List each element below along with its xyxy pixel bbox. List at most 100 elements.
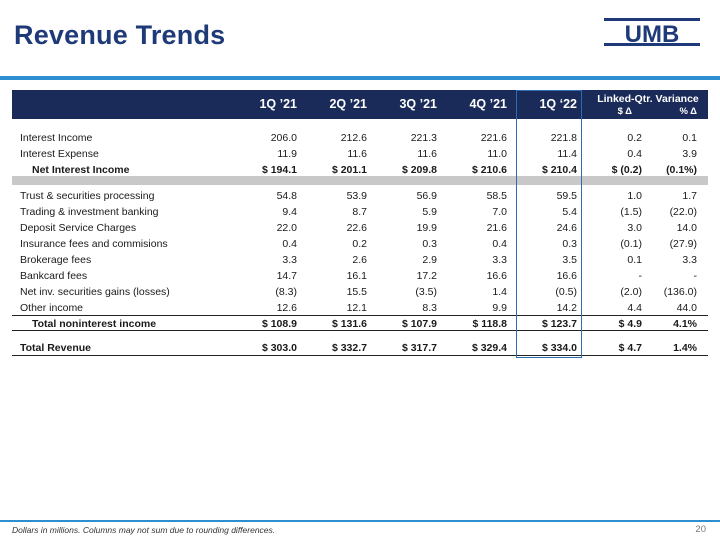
row-cell: $ 329.4 <box>471 342 507 354</box>
row-cell: 16.6 <box>556 270 577 282</box>
row-cell: $ 131.6 <box>331 318 367 330</box>
row-cell: 54.8 <box>276 190 297 202</box>
row-cell: (3.5) <box>415 286 437 298</box>
row-cell: 1.0 <box>627 190 642 202</box>
row-cell: (27.9) <box>669 238 697 250</box>
header-period-4: 4Q ’21 <box>469 97 507 111</box>
row-cell: 0.4 <box>282 238 297 250</box>
table-row: Trading & investment banking 9.4 8.7 5.9 7.0… <box>12 204 708 220</box>
row-cell: $ 332.7 <box>331 342 367 354</box>
row-cell: 1.4 <box>492 286 507 298</box>
row-cell: $ 210.4 <box>541 164 577 176</box>
row-cell: (1.5) <box>620 206 642 218</box>
row-cell: - <box>638 270 643 282</box>
row-cell: (22.0) <box>669 206 697 218</box>
table-row: Other income 12.6 12.1 8.3 9.9 14.2 4.4 44.0 <box>12 300 708 316</box>
row-cell: $ 4.7 <box>618 342 642 354</box>
row-cell: 59.5 <box>556 190 577 202</box>
row-cell: $ 108.9 <box>261 318 297 330</box>
row-cell: (0.1%) <box>666 164 697 176</box>
row-label: Other income <box>20 302 84 314</box>
header-period-1: 1Q ’21 <box>259 97 297 111</box>
row-cell: 0.4 <box>627 148 642 160</box>
row-cell: $ 118.8 <box>472 318 507 330</box>
header-period-5: 1Q ‘22 <box>539 97 577 111</box>
row-label: Trust & securities processing <box>20 190 155 202</box>
row-cell: 58.5 <box>486 190 507 202</box>
header-variance-dollar: $ Δ <box>617 106 632 117</box>
title-divider <box>0 76 720 80</box>
row-cell: $ 201.1 <box>331 164 367 176</box>
row-label: Brokerage fees <box>20 254 92 266</box>
row-cell: 24.6 <box>556 222 577 234</box>
page-title: Revenue Trends <box>14 20 226 50</box>
row-cell: 53.9 <box>346 190 367 202</box>
header-period-2: 2Q ’21 <box>329 97 367 111</box>
row-cell: 16.1 <box>346 270 367 282</box>
row-cell: 0.3 <box>422 238 437 250</box>
row-cell: 0.3 <box>562 238 577 250</box>
row-cell: - <box>693 270 698 282</box>
table-row: Total Revenue $ 303.0 $ 332.7 $ 317.7 $ 329.… <box>12 340 708 356</box>
row-cell: 212.6 <box>340 132 367 144</box>
row-label: Trading & investment banking <box>20 206 159 218</box>
row-cell: (136.0) <box>663 286 697 298</box>
row-cell: $ 303.0 <box>261 342 297 354</box>
row-cell: 3.3 <box>682 254 697 266</box>
row-cell: 8.7 <box>352 206 367 218</box>
header-variance-pct: % Δ <box>679 106 697 117</box>
row-cell: $ 209.8 <box>401 164 437 176</box>
section-separator <box>12 176 708 185</box>
header-variance-title: Linked-Qtr. Variance <box>597 93 699 105</box>
row-cell: 5.9 <box>422 206 437 218</box>
row-label: Deposit Service Charges <box>20 222 137 234</box>
row-cell: 9.9 <box>492 302 507 314</box>
table-row: Bankcard fees 14.7 16.1 17.2 16.6 16.6 - - <box>12 268 708 284</box>
row-cell: 21.6 <box>486 222 507 234</box>
row-cell: 3.5 <box>562 254 577 266</box>
table-header: 1Q ’21 2Q ’21 3Q ’21 4Q ’21 1Q ‘22 Linke… <box>12 90 708 119</box>
row-cell: 19.9 <box>416 222 437 234</box>
row-cell: 14.7 <box>276 270 297 282</box>
row-cell: 56.9 <box>416 190 437 202</box>
current-quarter-highlight <box>516 90 582 358</box>
revenue-table: 1Q ’21 2Q ’21 3Q ’21 4Q ’21 1Q ‘22 Linke… <box>12 90 708 119</box>
row-cell: 206.0 <box>270 132 297 144</box>
row-cell: $ 210.6 <box>471 164 507 176</box>
row-cell: 3.0 <box>627 222 642 234</box>
row-cell: 3.3 <box>282 254 297 266</box>
table-row: Insurance fees and commisions 0.4 0.2 0.3 0.… <box>12 236 708 252</box>
row-cell: (2.0) <box>620 286 642 298</box>
footer-divider <box>0 520 720 522</box>
row-cell: (0.1) <box>620 238 642 250</box>
row-cell: 4.4 <box>627 302 642 314</box>
row-cell: 16.6 <box>486 270 507 282</box>
row-cell: 0.1 <box>682 132 697 144</box>
row-cell: 221.3 <box>410 132 437 144</box>
row-cell: 22.6 <box>346 222 367 234</box>
row-cell: 2.9 <box>422 254 437 266</box>
row-label: Total Revenue <box>20 342 91 354</box>
row-cell: $ 317.7 <box>401 342 437 354</box>
row-cell: 221.8 <box>550 132 577 144</box>
row-cell: 0.1 <box>627 254 642 266</box>
row-cell: 221.6 <box>480 132 507 144</box>
row-cell: 7.0 <box>492 206 507 218</box>
row-cell: 0.4 <box>492 238 507 250</box>
header-period-3: 3Q ’21 <box>399 97 437 111</box>
row-cell: 11.6 <box>417 148 437 160</box>
row-label: Total noninterest income <box>32 318 157 330</box>
row-cell: 0.2 <box>352 238 367 250</box>
row-cell: 15.5 <box>346 286 367 298</box>
row-label: Interest Expense <box>20 148 99 160</box>
row-cell: 3.3 <box>492 254 507 266</box>
row-cell: $ 123.7 <box>541 318 577 330</box>
row-cell: $ 194.1 <box>261 164 297 176</box>
row-cell: 9.4 <box>282 206 297 218</box>
row-cell: 0.2 <box>627 132 642 144</box>
table-row: Total noninterest income $ 108.9 $ 131.6 $ … <box>12 315 708 331</box>
umb-logo: UMB <box>604 18 700 46</box>
svg-text:UMB: UMB <box>625 21 680 46</box>
row-cell: 3.9 <box>682 148 697 160</box>
row-cell: 5.4 <box>562 206 577 218</box>
